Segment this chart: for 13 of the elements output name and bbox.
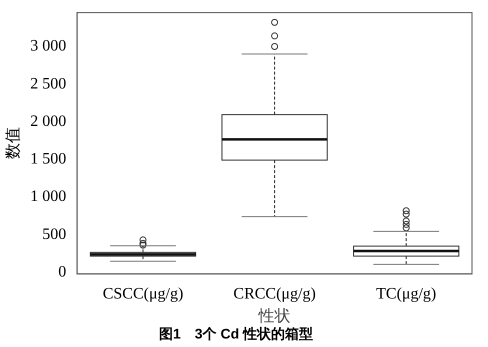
y-tick-label: 1 000 <box>30 188 66 206</box>
y-tick-label: 2 000 <box>30 112 66 130</box>
y-tick-label: 3 000 <box>30 38 66 55</box>
x-axis-title: 性状 <box>258 306 291 325</box>
y-tick-label: 1 500 <box>30 150 66 168</box>
text: 图1 3个 Cd 性状的箱型 <box>158 325 314 342</box>
x-tick-label: TC(μg/g) <box>376 286 436 303</box>
y-tick-label: 0 <box>58 264 66 280</box>
y-tick-label: 500 <box>42 226 66 243</box>
x-tick-label: CSCC(μg/g) <box>102 286 184 303</box>
y-tick-label: 2 500 <box>30 75 66 92</box>
y-axis-title: 数值 <box>4 127 22 160</box>
x-tick-label: CRCC(μg/g) <box>233 286 316 303</box>
